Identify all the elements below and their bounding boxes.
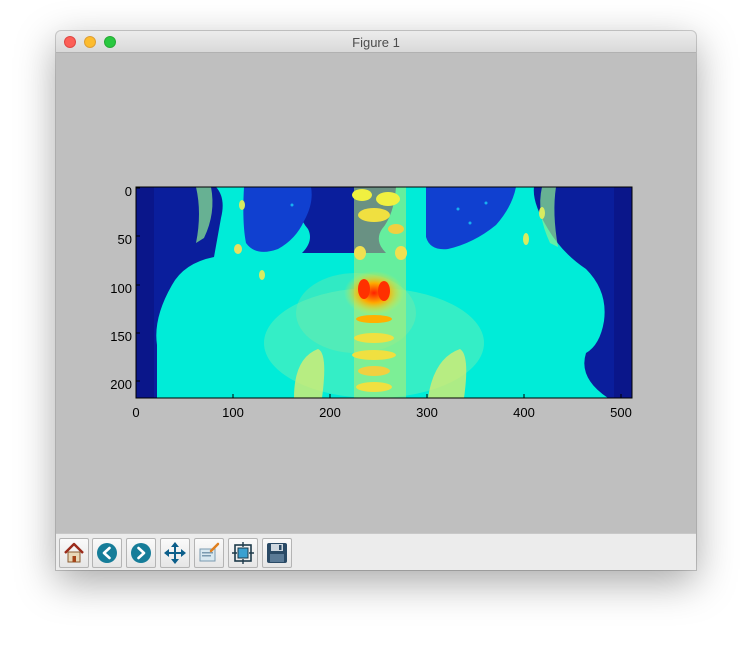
forward-button[interactable] (126, 538, 156, 568)
floppy-disk-icon (265, 541, 289, 565)
figure-canvas[interactable]: 0 50 100 150 200 0 100 200 300 400 500 (56, 53, 696, 533)
x-tick-label: 300 (416, 405, 438, 420)
y-tick-label: 100 (110, 281, 132, 296)
y-tick-label: 50 (117, 232, 132, 247)
y-tick-label: 150 (110, 329, 132, 344)
zoom-button[interactable] (194, 538, 224, 568)
zoom-rect-icon (197, 541, 221, 565)
x-tick-label: 400 (513, 405, 535, 420)
title-bar: Figure 1 (56, 31, 696, 53)
figure-window: Figure 1 0 50 100 150 200 0 100 200 300 … (56, 31, 696, 570)
x-tick-label: 0 (132, 405, 140, 420)
x-tick-label: 500 (610, 405, 632, 420)
home-button[interactable] (59, 538, 89, 568)
x-tick-label: 200 (319, 405, 341, 420)
maximize-window-button[interactable] (104, 36, 116, 48)
configure-subplots-button[interactable] (228, 538, 258, 568)
back-button[interactable] (92, 538, 122, 568)
y-tick-label: 0 (124, 184, 132, 199)
forward-arrow-icon (129, 541, 153, 565)
image-axes (135, 186, 633, 399)
back-arrow-icon (95, 541, 119, 565)
x-tick-label: 100 (222, 405, 244, 420)
navigation-toolbar (56, 533, 696, 570)
save-button[interactable] (262, 538, 292, 568)
ct-scan-image (136, 187, 632, 398)
move-arrows-icon (163, 541, 187, 565)
close-window-button[interactable] (64, 36, 76, 48)
y-tick-label: 200 (110, 377, 132, 392)
home-icon (62, 541, 86, 565)
minimize-window-button[interactable] (84, 36, 96, 48)
window-title: Figure 1 (352, 35, 400, 50)
pan-button[interactable] (160, 538, 190, 568)
vertebrae (344, 189, 407, 392)
subplots-icon (231, 541, 255, 565)
